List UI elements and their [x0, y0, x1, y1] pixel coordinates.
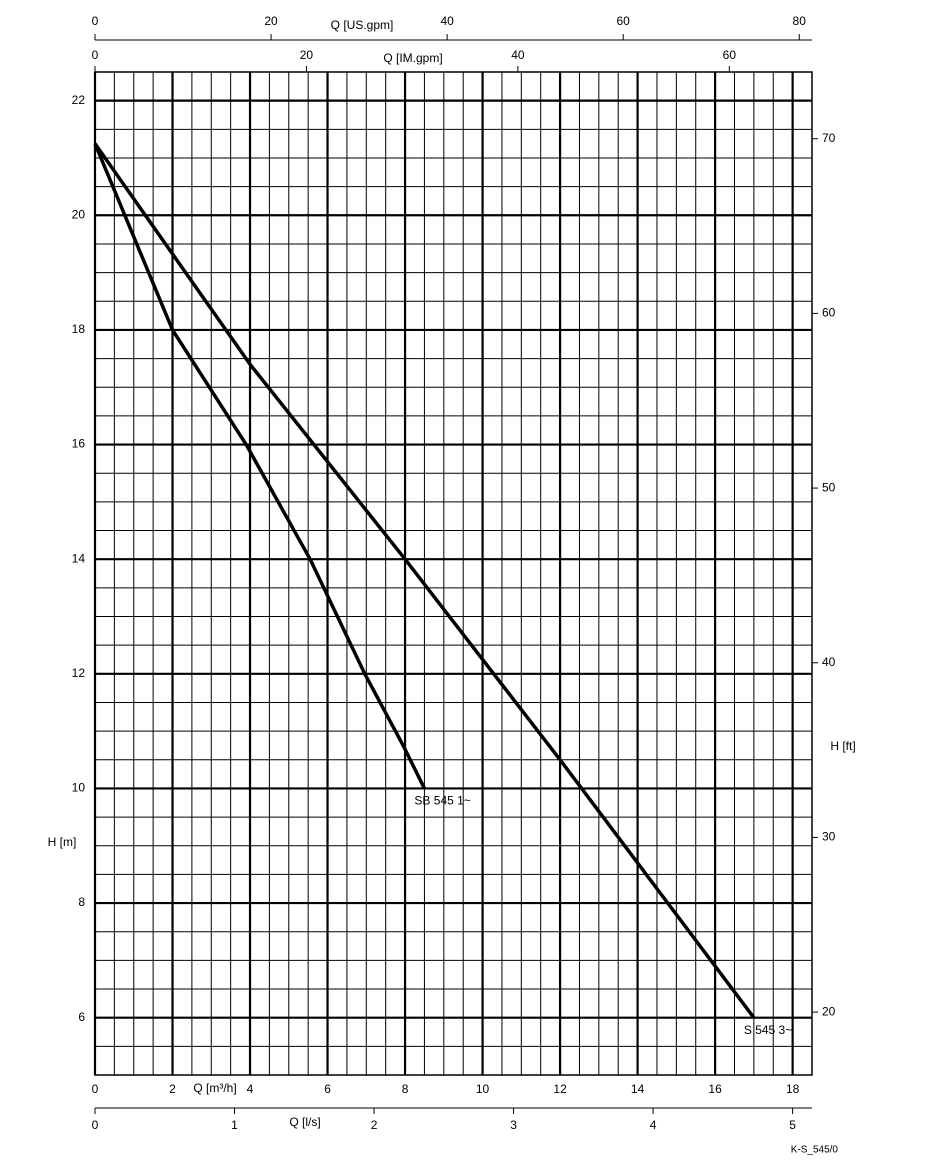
- x3-tick-label: 60: [723, 48, 737, 62]
- y2-tick-label: 50: [822, 480, 836, 494]
- curve: [93, 142, 427, 790]
- y-axis-label: H [m]: [48, 835, 77, 849]
- y-tick-label: 16: [72, 437, 86, 451]
- y2-tick-label: 20: [822, 1004, 836, 1018]
- curve-label: SB 545 1~: [414, 794, 470, 808]
- x3-tick-label: 40: [511, 48, 525, 62]
- y-tick-label: 14: [72, 551, 86, 565]
- y2-tick-label: 60: [822, 306, 836, 320]
- y-tick-label: 10: [72, 781, 86, 795]
- x4-tick-label: 5: [789, 1118, 796, 1132]
- x-tick-label: 2: [169, 1082, 176, 1096]
- y-tick-label: 18: [72, 322, 86, 336]
- curve-label: S 545 3~: [744, 1023, 792, 1037]
- x2-tick-label: 60: [616, 14, 630, 28]
- x4-tick-label: 4: [650, 1118, 657, 1132]
- x-tick-label: 8: [402, 1082, 409, 1096]
- x2-tick-label: 40: [440, 14, 454, 28]
- x-tick-label: 6: [324, 1082, 331, 1096]
- y-tick-label: 22: [72, 93, 86, 107]
- x-tick-label: 0: [92, 1082, 99, 1096]
- curve: [93, 142, 756, 1019]
- x4-tick-label: 1: [231, 1118, 238, 1132]
- x4-tick-label: 3: [510, 1118, 517, 1132]
- y-tick-label: 12: [72, 666, 86, 680]
- x-tick-label: 18: [786, 1082, 800, 1096]
- y2-tick-label: 40: [822, 655, 836, 669]
- x-tick-label: 14: [631, 1082, 645, 1096]
- x3-tick-label: 0: [92, 48, 99, 62]
- y2-tick-label: 70: [822, 131, 836, 145]
- x-tick-label: 10: [476, 1082, 490, 1096]
- y2-tick-label: 30: [822, 830, 836, 844]
- y-tick-label: 20: [72, 207, 86, 221]
- x-tick-label: 16: [708, 1082, 722, 1096]
- x4-tick-label: 0: [92, 1118, 99, 1132]
- y-tick-label: 6: [78, 1010, 85, 1024]
- x2-tick-label: 20: [264, 14, 278, 28]
- x4-axis-label: Q [l/s]: [289, 1115, 320, 1129]
- y-tick-label: 8: [78, 895, 85, 909]
- x-tick-label: 4: [247, 1082, 254, 1096]
- footnote: K-S_545/0: [791, 1145, 839, 1156]
- x3-axis-label: Q [IM.gpm]: [383, 51, 442, 65]
- x2-tick-label: 0: [92, 14, 99, 28]
- x2-tick-label: 80: [793, 14, 807, 28]
- x3-tick-label: 20: [300, 48, 314, 62]
- x4-tick-label: 2: [371, 1118, 378, 1132]
- x2-axis-label: Q [US.gpm]: [331, 18, 394, 32]
- plot-frame: [94, 71, 813, 1076]
- x-tick-label: 12: [553, 1082, 567, 1096]
- y2-axis-label: H [ft]: [830, 739, 855, 753]
- x-axis-label: Q [m³/h]: [193, 1081, 236, 1095]
